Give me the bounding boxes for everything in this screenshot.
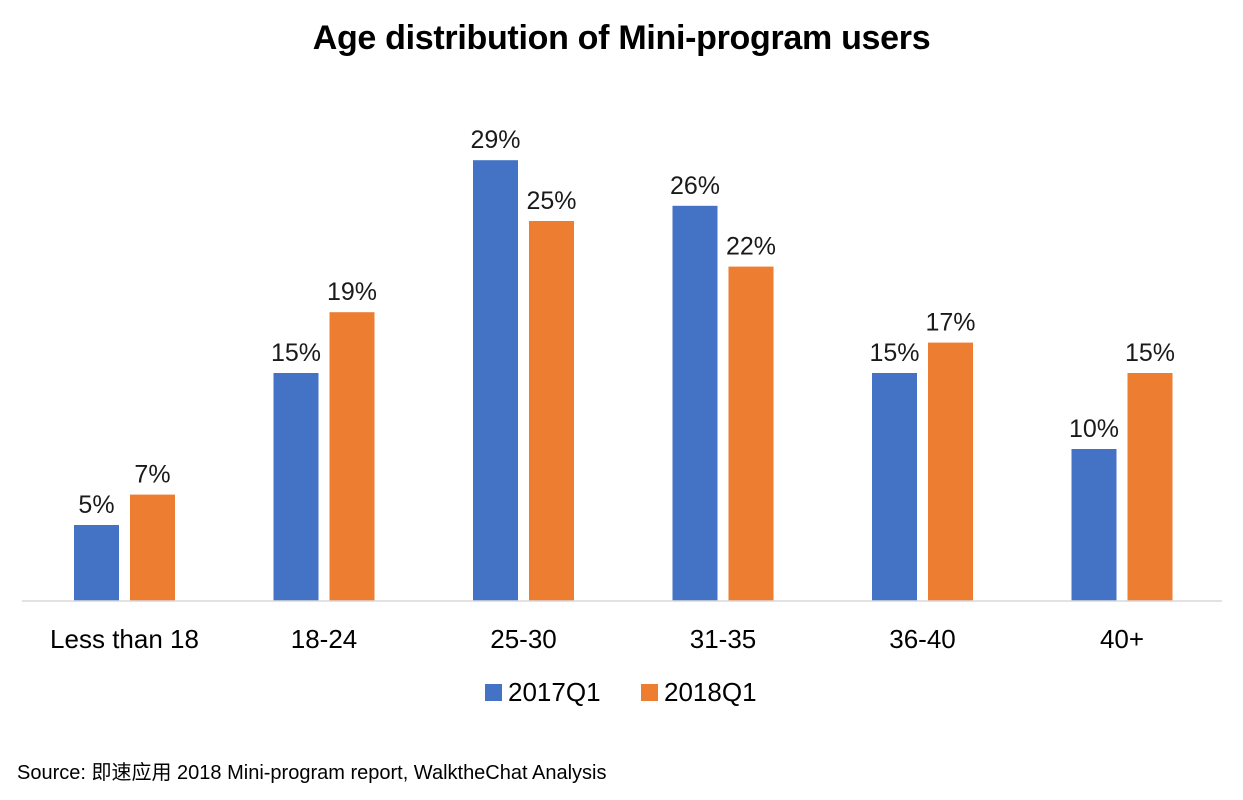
legend-swatch-2018Q1 — [641, 684, 658, 701]
category-labels: Less than 18 18-24 25-30 31-35 36-40 40+ — [50, 624, 1144, 654]
bar-2018Q1-0 — [130, 494, 175, 601]
bar-2017Q1-4 — [872, 373, 917, 601]
category-label-5: 40+ — [1100, 624, 1144, 654]
category-label-2: 25-30 — [490, 624, 557, 654]
bar-2018Q1-3 — [728, 266, 774, 601]
data-label-2017Q1-4: 15% — [869, 339, 919, 367]
bar-2018Q1-1 — [329, 312, 375, 601]
data-label-2018Q1-5: 15% — [1125, 339, 1175, 367]
data-label-2017Q1-1: 15% — [271, 339, 321, 367]
bar-2017Q1-0 — [74, 525, 119, 601]
bar-2018Q1-2 — [529, 221, 574, 601]
data-label-2017Q1-5: 10% — [1069, 415, 1119, 443]
bars-layer: 5%7%15%19%29%25%26%22%15%17%10%15% — [74, 126, 1175, 602]
data-label-2018Q1-2: 25% — [526, 187, 576, 215]
data-label-2018Q1-3: 22% — [726, 233, 776, 261]
legend: 2017Q1 2018Q1 — [485, 677, 757, 707]
bar-2017Q1-1 — [273, 373, 319, 601]
legend-swatch-2017Q1 — [485, 684, 502, 701]
legend-label-2018Q1: 2018Q1 — [664, 677, 757, 707]
data-label-2018Q1-4: 17% — [925, 309, 975, 337]
data-label-2017Q1-0: 5% — [78, 491, 114, 519]
category-label-3: 31-35 — [690, 624, 757, 654]
data-label-2018Q1-1: 19% — [327, 278, 377, 306]
category-label-4: 36-40 — [889, 624, 956, 654]
category-label-0: Less than 18 — [50, 624, 199, 654]
bar-2017Q1-5 — [1071, 449, 1117, 601]
data-label-2017Q1-3: 26% — [670, 172, 720, 200]
data-label-2017Q1-2: 29% — [470, 126, 520, 154]
chart-title: Age distribution of Mini-program users — [312, 19, 931, 57]
source-note: Source: 即速应用 2018 Mini-program report, W… — [17, 762, 607, 784]
bar-2018Q1-5 — [1127, 373, 1173, 601]
data-label-2018Q1-0: 7% — [134, 461, 170, 489]
bar-2017Q1-2 — [473, 160, 518, 601]
bar-2018Q1-4 — [928, 342, 973, 601]
legend-label-2017Q1: 2017Q1 — [508, 677, 601, 707]
bar-2017Q1-3 — [672, 205, 718, 602]
category-label-1: 18-24 — [291, 624, 358, 654]
